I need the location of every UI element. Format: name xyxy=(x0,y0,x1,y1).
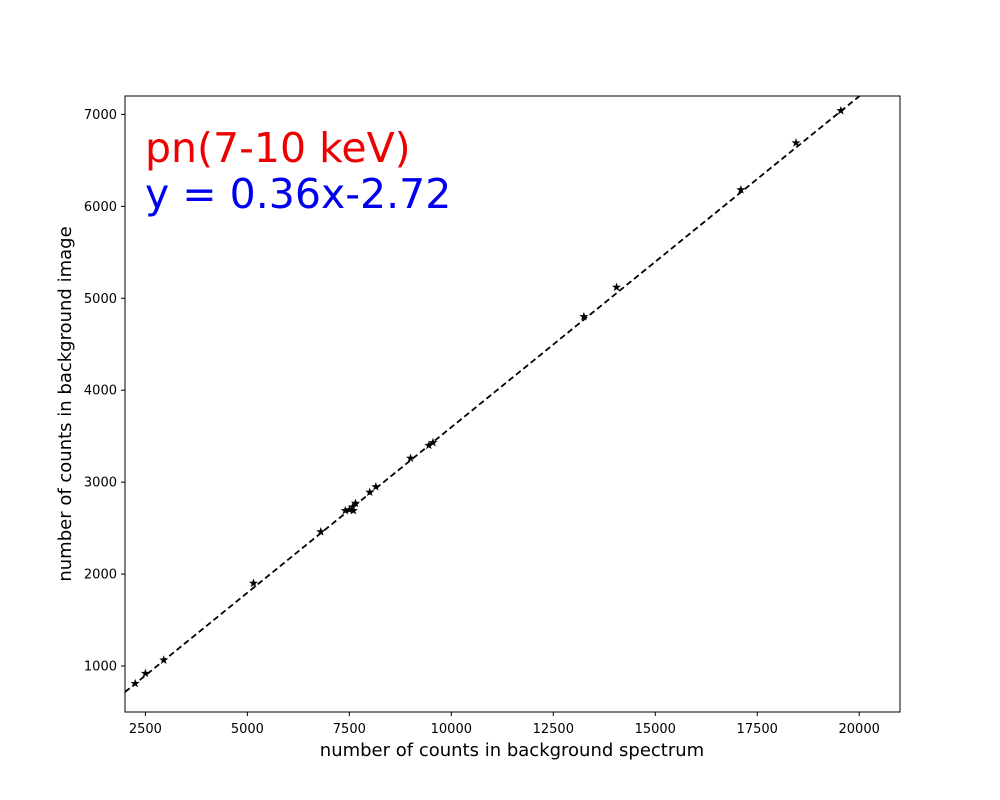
data-point xyxy=(316,527,326,536)
data-point xyxy=(248,578,259,588)
annotation-fit-equation: y = 0.36x-2.72 xyxy=(145,170,451,218)
fit-line xyxy=(125,96,861,693)
x-tick-label: 15000 xyxy=(635,722,676,737)
data-point xyxy=(348,502,358,511)
data-point xyxy=(350,498,361,508)
x-tick-label: 10000 xyxy=(431,722,472,737)
data-point xyxy=(365,487,375,497)
data-points-layer xyxy=(130,105,846,688)
plot-frame xyxy=(124,95,901,713)
data-point xyxy=(159,655,169,664)
y-axis-label: number of counts in background image xyxy=(55,226,76,581)
y-tick-label: 6000 xyxy=(84,200,117,215)
x-tick-label: 17500 xyxy=(737,722,778,737)
data-point xyxy=(428,437,438,447)
y-tick-label: 4000 xyxy=(84,384,117,399)
data-point xyxy=(424,440,434,450)
data-point xyxy=(611,282,622,292)
y-tick-label: 5000 xyxy=(84,292,117,307)
y-tick-label: 3000 xyxy=(84,476,117,491)
data-point xyxy=(405,453,416,463)
x-axis-label: number of counts in background spectrum xyxy=(320,740,704,761)
x-axis-ticks: 2500 5000 7500 10000 12500 15000 17500 20000 xyxy=(129,712,880,737)
data-point xyxy=(340,505,350,515)
x-tick-label: 7500 xyxy=(333,722,366,737)
data-point xyxy=(791,138,801,147)
fit-line-layer xyxy=(125,96,861,693)
y-tick-label: 2000 xyxy=(84,568,117,583)
data-point xyxy=(579,311,589,321)
data-point xyxy=(836,105,846,115)
x-tick-label: 5000 xyxy=(231,722,264,737)
data-point xyxy=(371,481,381,491)
y-tick-label: 7000 xyxy=(84,108,117,123)
data-point xyxy=(348,505,358,515)
data-point xyxy=(130,678,140,688)
data-point xyxy=(736,184,746,194)
x-tick-label: 20000 xyxy=(839,722,880,737)
data-point xyxy=(140,668,150,678)
y-tick-label: 1000 xyxy=(84,660,117,675)
x-tick-label: 12500 xyxy=(533,722,574,737)
y-axis-ticks: 1000 2000 3000 4000 5000 6000 7000 xyxy=(84,108,125,675)
x-tick-label: 2500 xyxy=(129,722,162,737)
annotation-instrument: pn(7-10 keV) xyxy=(145,124,411,172)
